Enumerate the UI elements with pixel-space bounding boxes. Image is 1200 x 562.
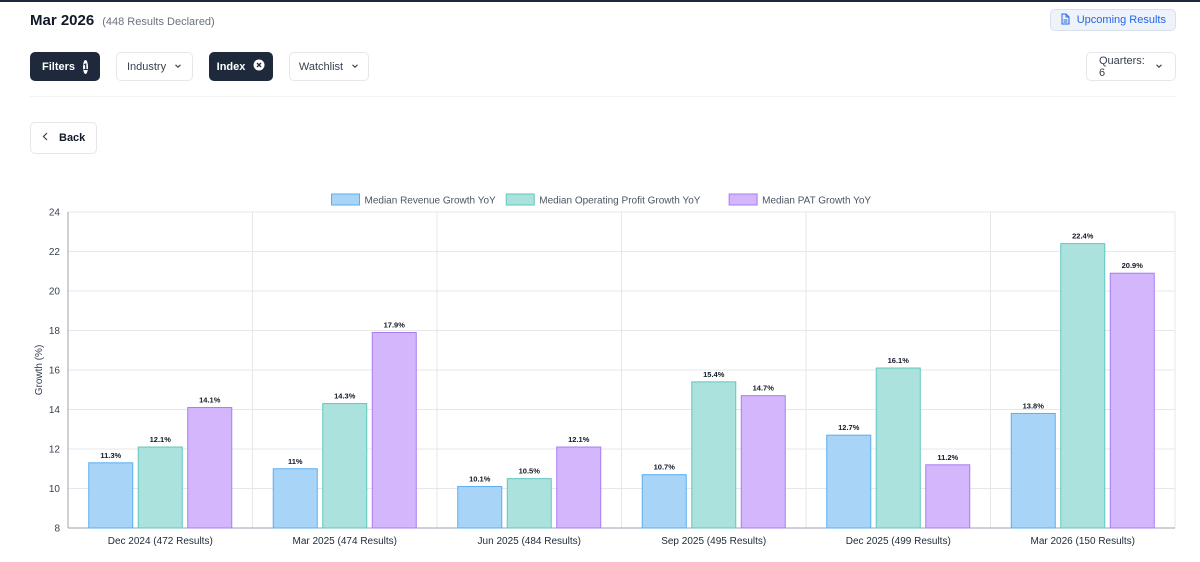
legend-entry: Median Revenue Growth YoY <box>365 196 497 207</box>
y-tick-label: 16 <box>49 366 61 377</box>
data-label: 12.7% <box>838 423 860 432</box>
watchlist-dropdown[interactable]: Watchlist <box>289 52 369 81</box>
bar <box>272 468 318 529</box>
data-label: 10.1% <box>469 475 491 484</box>
data-label: 14.1% <box>199 396 221 405</box>
filters-label: Filters <box>42 60 76 73</box>
data-label: 11.3% <box>100 451 121 460</box>
back-button[interactable]: Back <box>30 122 98 154</box>
chevron-down-icon <box>174 61 182 73</box>
industry-dropdown[interactable]: Industry <box>116 52 193 81</box>
data-label: 16.1% <box>888 356 910 365</box>
data-label: 12.1% <box>568 435 590 444</box>
bar <box>371 331 417 529</box>
y-tick-label: 18 <box>49 326 61 337</box>
bar <box>826 434 872 529</box>
top-border <box>0 0 1200 2</box>
data-label: 22.4% <box>1072 232 1094 241</box>
close-circle-icon[interactable] <box>253 59 265 74</box>
results-count: (448 Results Declared) <box>102 16 215 28</box>
data-label: 14.7% <box>753 384 775 393</box>
y-tick-label: 24 <box>49 208 61 219</box>
x-tick-label: Sep 2025 (495 Results) <box>661 536 766 547</box>
back-label: Back <box>59 132 86 144</box>
filter-bar: Filters 1 Industry Index Watchlist <box>30 52 369 81</box>
upcoming-results-button[interactable]: Upcoming Results <box>1049 9 1176 31</box>
bar <box>691 381 737 529</box>
data-label: 12.1% <box>150 435 172 444</box>
bar <box>1010 412 1056 529</box>
data-label: 11% <box>288 457 303 466</box>
x-tick-label: Mar 2026 (150 Results) <box>1031 536 1136 547</box>
index-filter-chip[interactable]: Index <box>209 52 273 81</box>
bar <box>137 446 183 529</box>
data-label: 10.7% <box>654 463 676 472</box>
legend-swatch <box>728 193 758 206</box>
data-label: 17.9% <box>384 320 406 329</box>
chevron-down-icon <box>351 61 359 73</box>
watchlist-label: Watchlist <box>298 60 344 73</box>
data-label: 15.4% <box>703 370 725 379</box>
bar <box>88 462 134 529</box>
bar <box>641 474 687 529</box>
document-icon <box>1059 13 1071 28</box>
page-header: Mar 2026 (448 Results Declared) <box>30 12 215 29</box>
bar <box>457 486 503 529</box>
bar <box>506 478 552 529</box>
legend-swatch <box>505 193 535 206</box>
quarters-label: Quarters: 6 <box>1099 54 1145 79</box>
x-tick-label: Dec 2024 (472 Results) <box>108 536 213 547</box>
bar <box>740 395 786 529</box>
industry-label: Industry <box>126 60 167 73</box>
upcoming-results-label: Upcoming Results <box>1076 14 1166 26</box>
growth-bar-chart: 8 10 12 14 16 18 20 22 24 Growth (%) 11.3% 12.1% 14.… <box>34 193 1176 547</box>
bar <box>1109 272 1155 529</box>
section-divider <box>30 96 1176 97</box>
y-tick-label: 10 <box>49 484 61 495</box>
x-tick-label: Mar 2025 (474 Results) <box>293 536 398 547</box>
y-tick-label: 8 <box>54 524 60 535</box>
y-tick-label: 14 <box>49 405 61 416</box>
filters-button[interactable]: Filters 1 <box>30 52 100 81</box>
quarters-dropdown[interactable]: Quarters: 6 <box>1086 52 1176 81</box>
index-label: Index <box>216 60 246 73</box>
chevron-down-icon <box>1155 61 1163 73</box>
data-label: 13.8% <box>1023 401 1045 410</box>
legend-swatch <box>331 193 360 206</box>
chevron-left-icon <box>41 132 50 144</box>
y-tick-label: 12 <box>49 445 61 456</box>
y-tick-label: 20 <box>49 287 61 298</box>
bar <box>875 367 921 529</box>
data-label: 14.3% <box>334 392 356 401</box>
y-axis-title: Growth (%) <box>34 345 45 396</box>
bar <box>1060 243 1106 529</box>
bar <box>925 464 971 529</box>
x-tick-label: Dec 2025 (499 Results) <box>846 536 951 547</box>
data-label: 20.9% <box>1122 261 1144 270</box>
page-title: Mar 2026 <box>30 12 95 29</box>
bar <box>322 403 368 529</box>
bar <box>187 407 233 529</box>
bar <box>556 446 602 529</box>
data-label: 11.2% <box>937 453 958 462</box>
y-tick-label: 22 <box>49 247 61 258</box>
filters-count-badge: 1 <box>83 59 89 74</box>
data-label: 10.5% <box>519 467 541 476</box>
x-tick-label: Jun 2025 (484 Results) <box>478 536 581 547</box>
legend-entry: Median Operating Profit Growth YoY <box>539 196 701 207</box>
legend-entry: Median PAT Growth YoY <box>762 196 871 207</box>
